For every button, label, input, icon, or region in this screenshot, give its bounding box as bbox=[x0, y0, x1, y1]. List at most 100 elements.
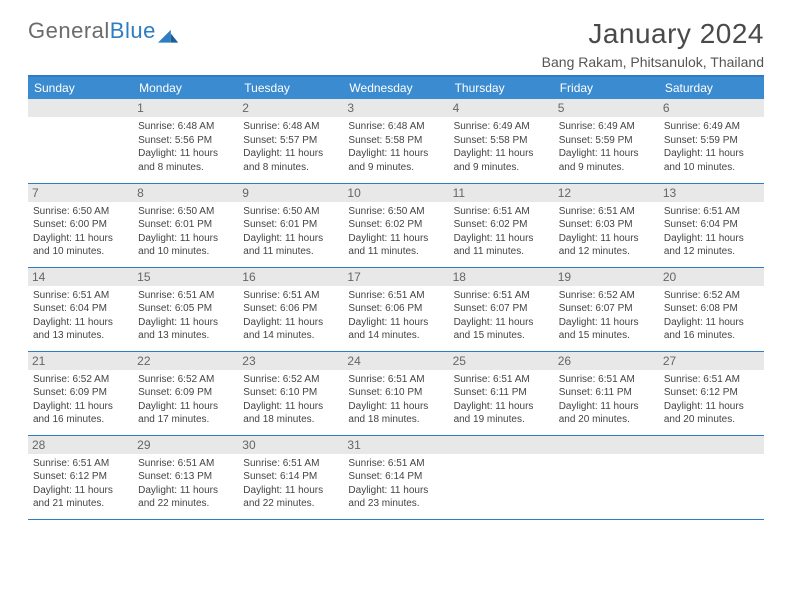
calendar-cell: 26 Sunrise: 6:51 AMSunset: 6:11 PMDayligh… bbox=[554, 351, 659, 435]
calendar-week-row: 1 Sunrise: 6:48 AMSunset: 5:56 PMDaylight… bbox=[28, 99, 764, 183]
day-number: 30 bbox=[238, 436, 343, 454]
day-detail: Sunrise: 6:51 AMSunset: 6:07 PMDaylight:… bbox=[454, 289, 549, 343]
day-number: 23 bbox=[238, 352, 343, 370]
day-number: 12 bbox=[554, 184, 659, 202]
calendar-week-row: 28 Sunrise: 6:51 AMSunset: 6:12 PMDayligh… bbox=[28, 435, 764, 519]
brand-logo: GeneralBlue bbox=[28, 18, 180, 44]
calendar-week-row: 7 Sunrise: 6:50 AMSunset: 6:00 PMDaylight… bbox=[28, 183, 764, 267]
weekday-header: Thursday bbox=[449, 77, 554, 99]
day-detail: Sunrise: 6:51 AMSunset: 6:12 PMDaylight:… bbox=[33, 457, 128, 511]
calendar-cell: 3 Sunrise: 6:48 AMSunset: 5:58 PMDaylight… bbox=[343, 99, 448, 183]
calendar-cell: 1 Sunrise: 6:48 AMSunset: 5:56 PMDaylight… bbox=[133, 99, 238, 183]
calendar-cell: 15 Sunrise: 6:51 AMSunset: 6:05 PMDayligh… bbox=[133, 267, 238, 351]
calendar-cell: 28 Sunrise: 6:51 AMSunset: 6:12 PMDayligh… bbox=[28, 435, 133, 519]
day-detail: Sunrise: 6:49 AMSunset: 5:59 PMDaylight:… bbox=[559, 120, 654, 174]
calendar-cell: 8 Sunrise: 6:50 AMSunset: 6:01 PMDaylight… bbox=[133, 183, 238, 267]
day-detail: Sunrise: 6:51 AMSunset: 6:04 PMDaylight:… bbox=[664, 205, 759, 259]
calendar-cell: 10 Sunrise: 6:50 AMSunset: 6:02 PMDayligh… bbox=[343, 183, 448, 267]
day-detail: Sunrise: 6:51 AMSunset: 6:14 PMDaylight:… bbox=[348, 457, 443, 511]
day-number: 4 bbox=[449, 99, 554, 117]
day-detail: Sunrise: 6:49 AMSunset: 5:58 PMDaylight:… bbox=[454, 120, 549, 174]
day-number: 2 bbox=[238, 99, 343, 117]
day-number: 9 bbox=[238, 184, 343, 202]
weekday-header: Wednesday bbox=[343, 77, 448, 99]
day-detail: Sunrise: 6:48 AMSunset: 5:57 PMDaylight:… bbox=[243, 120, 338, 174]
calendar-cell: 9 Sunrise: 6:50 AMSunset: 6:01 PMDaylight… bbox=[238, 183, 343, 267]
day-detail: Sunrise: 6:52 AMSunset: 6:09 PMDaylight:… bbox=[138, 373, 233, 427]
day-detail: Sunrise: 6:51 AMSunset: 6:11 PMDaylight:… bbox=[559, 373, 654, 427]
calendar-cell bbox=[659, 435, 764, 519]
calendar-cell: 17 Sunrise: 6:51 AMSunset: 6:06 PMDayligh… bbox=[343, 267, 448, 351]
weekday-header: Sunday bbox=[28, 77, 133, 99]
calendar-cell: 7 Sunrise: 6:50 AMSunset: 6:00 PMDaylight… bbox=[28, 183, 133, 267]
day-number: 17 bbox=[343, 268, 448, 286]
calendar-cell: 23Sunrise: 6:52 AMSunset: 6:10 PMDayligh… bbox=[238, 351, 343, 435]
calendar-cell: 24 Sunrise: 6:51 AMSunset: 6:10 PMDayligh… bbox=[343, 351, 448, 435]
calendar-cell: 6 Sunrise: 6:49 AMSunset: 5:59 PMDaylight… bbox=[659, 99, 764, 183]
day-number: 18 bbox=[449, 268, 554, 286]
day-number: 26 bbox=[554, 352, 659, 370]
day-detail: Sunrise: 6:51 AMSunset: 6:11 PMDaylight:… bbox=[454, 373, 549, 427]
day-number-empty bbox=[554, 436, 659, 454]
day-detail: Sunrise: 6:52 AMSunset: 6:08 PMDaylight:… bbox=[664, 289, 759, 343]
calendar-cell bbox=[449, 435, 554, 519]
calendar-cell: 31 Sunrise: 6:51 AMSunset: 6:14 PMDayligh… bbox=[343, 435, 448, 519]
calendar-cell: 22Sunrise: 6:52 AMSunset: 6:09 PMDayligh… bbox=[133, 351, 238, 435]
calendar-cell bbox=[28, 99, 133, 183]
day-number: 3 bbox=[343, 99, 448, 117]
calendar-table: SundayMondayTuesdayWednesdayThursdayFrid… bbox=[28, 77, 764, 520]
calendar-cell: 13Sunrise: 6:51 AMSunset: 6:04 PMDayligh… bbox=[659, 183, 764, 267]
day-detail: Sunrise: 6:48 AMSunset: 5:56 PMDaylight:… bbox=[138, 120, 233, 174]
location-text: Bang Rakam, Phitsanulok, Thailand bbox=[542, 54, 764, 70]
day-number: 6 bbox=[659, 99, 764, 117]
calendar-cell: 29Sunrise: 6:51 AMSunset: 6:13 PMDayligh… bbox=[133, 435, 238, 519]
day-detail: Sunrise: 6:51 AMSunset: 6:10 PMDaylight:… bbox=[348, 373, 443, 427]
calendar-cell: 4 Sunrise: 6:49 AMSunset: 5:58 PMDaylight… bbox=[449, 99, 554, 183]
day-detail: Sunrise: 6:52 AMSunset: 6:07 PMDaylight:… bbox=[559, 289, 654, 343]
day-detail: Sunrise: 6:51 AMSunset: 6:05 PMDaylight:… bbox=[138, 289, 233, 343]
calendar-week-row: 14Sunrise: 6:51 AMSunset: 6:04 PMDayligh… bbox=[28, 267, 764, 351]
day-detail: Sunrise: 6:48 AMSunset: 5:58 PMDaylight:… bbox=[348, 120, 443, 174]
day-number: 28 bbox=[28, 436, 133, 454]
calendar-cell: 11Sunrise: 6:51 AMSunset: 6:02 PMDayligh… bbox=[449, 183, 554, 267]
day-number: 21 bbox=[28, 352, 133, 370]
day-detail: Sunrise: 6:50 AMSunset: 6:00 PMDaylight:… bbox=[33, 205, 128, 259]
brand-part1: General bbox=[28, 18, 110, 44]
weekday-header: Monday bbox=[133, 77, 238, 99]
day-number: 24 bbox=[343, 352, 448, 370]
day-detail: Sunrise: 6:51 AMSunset: 6:06 PMDaylight:… bbox=[243, 289, 338, 343]
day-detail: Sunrise: 6:51 AMSunset: 6:04 PMDaylight:… bbox=[33, 289, 128, 343]
calendar-page: GeneralBlue January 2024 Bang Rakam, Phi… bbox=[0, 0, 792, 538]
day-number: 16 bbox=[238, 268, 343, 286]
day-number: 31 bbox=[343, 436, 448, 454]
calendar-body: 1 Sunrise: 6:48 AMSunset: 5:56 PMDaylight… bbox=[28, 99, 764, 519]
weekday-header: Friday bbox=[554, 77, 659, 99]
day-detail: Sunrise: 6:51 AMSunset: 6:02 PMDaylight:… bbox=[454, 205, 549, 259]
day-number: 20 bbox=[659, 268, 764, 286]
day-detail: Sunrise: 6:51 AMSunset: 6:03 PMDaylight:… bbox=[559, 205, 654, 259]
brand-part2: Blue bbox=[110, 18, 156, 44]
day-number-empty bbox=[28, 99, 133, 117]
calendar-cell: 27Sunrise: 6:51 AMSunset: 6:12 PMDayligh… bbox=[659, 351, 764, 435]
calendar-cell: 14Sunrise: 6:51 AMSunset: 6:04 PMDayligh… bbox=[28, 267, 133, 351]
day-number: 25 bbox=[449, 352, 554, 370]
day-detail: Sunrise: 6:51 AMSunset: 6:06 PMDaylight:… bbox=[348, 289, 443, 343]
day-detail: Sunrise: 6:50 AMSunset: 6:01 PMDaylight:… bbox=[138, 205, 233, 259]
day-detail: Sunrise: 6:50 AMSunset: 6:02 PMDaylight:… bbox=[348, 205, 443, 259]
day-number: 1 bbox=[133, 99, 238, 117]
day-number: 8 bbox=[133, 184, 238, 202]
calendar-cell: 30Sunrise: 6:51 AMSunset: 6:14 PMDayligh… bbox=[238, 435, 343, 519]
weekday-header: Saturday bbox=[659, 77, 764, 99]
day-number: 7 bbox=[28, 184, 133, 202]
brand-mark-icon bbox=[158, 23, 180, 39]
day-number: 29 bbox=[133, 436, 238, 454]
day-detail: Sunrise: 6:49 AMSunset: 5:59 PMDaylight:… bbox=[664, 120, 759, 174]
day-detail: Sunrise: 6:52 AMSunset: 6:09 PMDaylight:… bbox=[33, 373, 128, 427]
day-number: 15 bbox=[133, 268, 238, 286]
calendar-cell: 18 Sunrise: 6:51 AMSunset: 6:07 PMDayligh… bbox=[449, 267, 554, 351]
day-number: 19 bbox=[554, 268, 659, 286]
location-row: Bang Rakam, Phitsanulok, Thailand bbox=[28, 54, 764, 77]
day-detail: Sunrise: 6:50 AMSunset: 6:01 PMDaylight:… bbox=[243, 205, 338, 259]
day-number: 10 bbox=[343, 184, 448, 202]
day-number: 5 bbox=[554, 99, 659, 117]
